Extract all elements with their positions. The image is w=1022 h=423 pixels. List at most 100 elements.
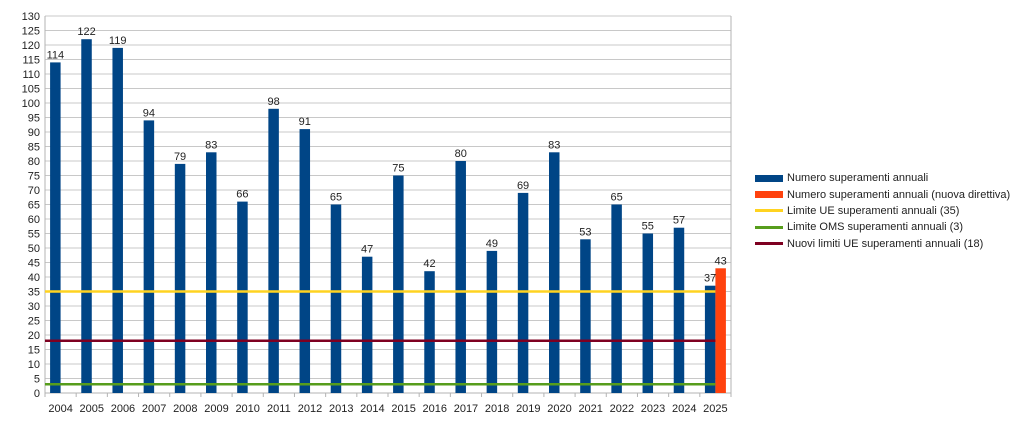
bar (81, 39, 92, 393)
legend-item: Limite OMS superamenti annuali (3) (755, 219, 1010, 235)
bar (206, 152, 217, 393)
x-tick-label: 2015 (391, 403, 415, 415)
data-label: 79 (174, 151, 186, 163)
legend-swatch (755, 191, 783, 199)
data-label: 119 (109, 35, 127, 47)
data-label: 55 (642, 221, 654, 233)
data-label: 94 (143, 107, 155, 119)
legend-label: Nuovi limiti UE superamenti annuali (18) (787, 237, 984, 250)
bar (393, 175, 404, 393)
y-tick-label: 5 (34, 374, 40, 386)
data-label: 80 (455, 148, 467, 160)
x-tick-label: 2009 (204, 403, 228, 415)
x-tick-label: 2012 (298, 403, 322, 415)
y-tick-label: 35 (28, 287, 40, 299)
x-tick-label: 2024 (672, 403, 696, 415)
data-label: 49 (486, 238, 498, 250)
x-tick-label: 2017 (454, 403, 478, 415)
data-label: 53 (579, 226, 591, 238)
y-tick-label: 85 (28, 142, 40, 154)
data-label: 57 (673, 215, 685, 227)
x-tick-label: 2018 (485, 403, 509, 415)
x-tick-label: 2007 (142, 403, 166, 415)
bar (330, 204, 342, 393)
legend-item: Numero superamenti annuali (755, 170, 1010, 186)
bar (673, 227, 685, 393)
x-tick-label: 2005 (80, 403, 104, 415)
legend-item: Numero superamenti annuali (nuova dirett… (755, 186, 1010, 202)
x-tick-label: 2021 (578, 403, 602, 415)
bar (143, 120, 155, 394)
bar (50, 62, 61, 394)
x-tick-label: 2013 (329, 403, 353, 415)
data-label: 69 (517, 180, 529, 192)
data-label: 37 (704, 273, 716, 285)
y-tick-label: 45 (28, 258, 40, 270)
x-tick-label: 2016 (423, 403, 447, 415)
y-tick-label: 95 (28, 113, 40, 125)
legend-swatch (755, 174, 783, 182)
data-label: 65 (330, 192, 342, 204)
data-label: 66 (236, 189, 248, 201)
bar (642, 233, 654, 393)
bar (580, 239, 591, 393)
x-tick-label: 2023 (641, 403, 665, 415)
data-label: 91 (299, 116, 311, 128)
bar (549, 152, 560, 393)
legend-item: Limite UE superamenti annuali (35) (755, 203, 1010, 219)
y-tick-label: 120 (22, 40, 40, 52)
y-tick-label: 90 (28, 127, 40, 139)
y-tick-label: 80 (28, 156, 40, 168)
y-tick-label: 10 (28, 359, 40, 371)
x-tick-label: 2010 (235, 403, 259, 415)
x-tick-label: 2011 (267, 403, 291, 415)
x-tick-label: 2020 (547, 403, 571, 415)
y-tick-label: 25 (28, 316, 40, 328)
data-label: 98 (267, 96, 279, 108)
x-tick-label: 2019 (516, 403, 540, 415)
x-tick-label: 2008 (173, 403, 197, 415)
bar (486, 250, 498, 393)
bar (268, 108, 279, 394)
y-tick-label: 15 (28, 345, 40, 357)
data-label: 122 (77, 26, 95, 38)
bar (299, 129, 311, 393)
bar (112, 47, 123, 394)
bar (517, 192, 529, 393)
legend-label: Numero superamenti annuali (nuova dirett… (787, 188, 1011, 201)
legend-label: Limite UE superamenti annuali (35) (787, 204, 960, 217)
bar (237, 201, 248, 393)
bar (715, 268, 726, 393)
y-tick-label: 70 (28, 185, 40, 197)
legend-swatch (755, 225, 783, 229)
bar (174, 163, 186, 393)
y-tick-label: 100 (22, 98, 40, 110)
y-tick-label: 115 (22, 55, 40, 67)
y-tick-label: 130 (22, 11, 40, 23)
data-label: 75 (392, 163, 404, 175)
y-tick-label: 20 (28, 330, 40, 342)
data-label: 65 (610, 192, 622, 204)
data-label: 83 (548, 139, 560, 151)
data-label: 114 (47, 49, 65, 61)
y-tick-label: 65 (28, 200, 40, 212)
x-tick-label: 2014 (360, 403, 384, 415)
y-tick-label: 125 (22, 26, 40, 38)
bar (424, 271, 435, 393)
legend-label: Numero superamenti annuali (787, 172, 929, 185)
y-tick-label: 55 (28, 229, 40, 241)
y-tick-label: 40 (28, 272, 40, 284)
legend-swatch (755, 209, 783, 213)
y-tick-label: 110 (22, 69, 40, 81)
data-label: 43 (715, 255, 727, 267)
legend-item: Nuovi limiti UE superamenti annuali (18) (755, 236, 1010, 252)
bar (455, 161, 466, 393)
x-tick-label: 2006 (111, 403, 135, 415)
y-tick-label: 105 (22, 84, 40, 96)
y-tick-label: 60 (28, 214, 40, 226)
bar (611, 204, 622, 393)
bar (704, 285, 716, 393)
legend-label: Limite OMS superamenti annuali (3) (787, 221, 964, 234)
x-tick-label: 2022 (610, 403, 634, 415)
